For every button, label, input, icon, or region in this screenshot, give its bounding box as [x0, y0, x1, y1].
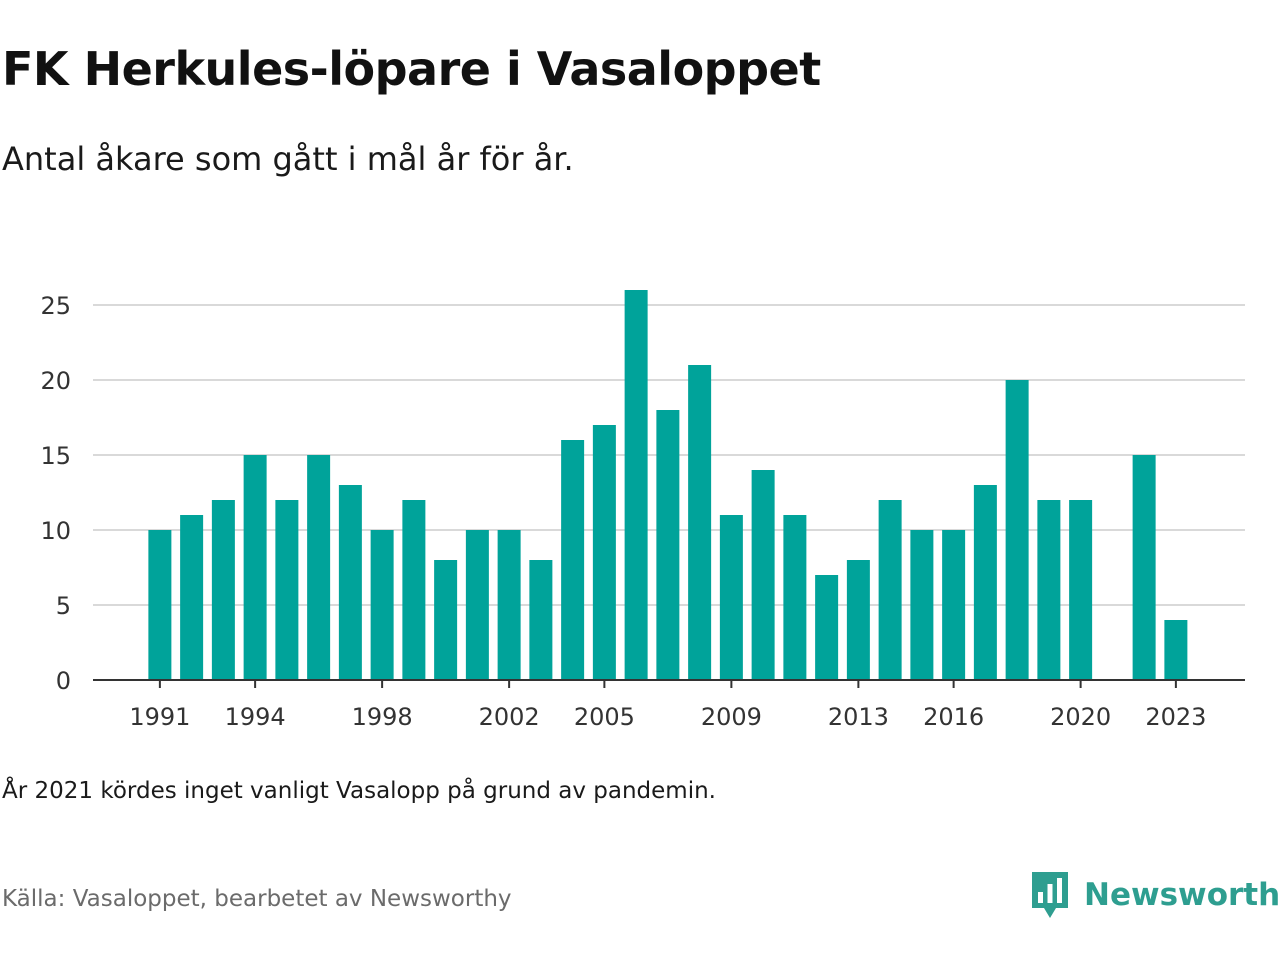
bar-2015	[910, 530, 934, 680]
bar-2020	[1069, 500, 1093, 680]
newsworthy-logo: Newsworthy	[1030, 870, 1280, 920]
x-tick-label: 2013	[828, 703, 889, 731]
bar-2014	[878, 500, 902, 680]
newsworthy-logo-icon	[1032, 872, 1068, 918]
bars	[148, 290, 1188, 680]
y-tick-label: 20	[40, 367, 71, 395]
x-tick-label: 2002	[479, 703, 540, 731]
x-tick-label: 2023	[1145, 703, 1206, 731]
y-tick-label: 10	[40, 517, 71, 545]
bar-2011	[783, 515, 807, 680]
bar-1995	[275, 500, 299, 680]
bar-1998	[370, 530, 394, 680]
bar-2003	[529, 560, 553, 680]
bar-2017	[973, 485, 997, 680]
bar-2004	[561, 440, 585, 680]
bar-1992	[180, 515, 204, 680]
bar-2005	[592, 425, 616, 680]
x-axis	[93, 679, 1245, 688]
bar-1996	[307, 455, 331, 680]
bar-2002	[497, 530, 521, 680]
x-tick-label: 2009	[701, 703, 762, 731]
chart-title: FK Herkules-löpare i Vasaloppet	[2, 42, 821, 96]
x-tick-label: 2020	[1050, 703, 1111, 731]
x-tick-label: 1998	[352, 703, 413, 731]
source-credit: Källa: Vasaloppet, bearbetet av Newswort…	[2, 886, 512, 912]
bar-2006	[624, 290, 648, 680]
bar-2008	[688, 365, 712, 680]
x-tick-label: 2016	[923, 703, 984, 731]
bar-2019	[1037, 500, 1061, 680]
bar-1993	[211, 500, 235, 680]
x-tick-label: 2005	[574, 703, 635, 731]
chart-subtitle: Antal åkare som gått i mål år för år.	[2, 140, 574, 178]
bar-2018	[1005, 380, 1029, 680]
x-tick-label: 1994	[225, 703, 286, 731]
bar-2012	[815, 575, 839, 680]
bar-1997	[338, 485, 362, 680]
brand-name: Newsworthy	[1084, 877, 1280, 913]
bar-2001	[465, 530, 489, 680]
bar-2013	[846, 560, 870, 680]
bar-2022	[1132, 455, 1156, 680]
bar-1994	[243, 455, 267, 680]
bar-2010	[751, 470, 775, 680]
bar-2023	[1164, 620, 1188, 680]
x-axis-tick-labels: 1991 1994 1998 2002 2005 2009 2013 2016 2020 2023	[129, 703, 1206, 731]
bar-2009	[719, 515, 743, 680]
bar-2016	[942, 530, 966, 680]
bar-1991	[148, 530, 172, 680]
bar-2000	[434, 560, 458, 680]
y-tick-label: 25	[40, 292, 71, 320]
y-tick-label: 15	[40, 442, 71, 470]
y-tick-label: 5	[56, 592, 71, 620]
footnote: År 2021 kördes inget vanligt Vasalopp på…	[2, 778, 716, 804]
bar-chart: 0 5 10 15 20 25 1991 1994 1998 2002 2005 2009 2013 2…	[40, 290, 1245, 731]
bar-2007	[656, 410, 680, 680]
bar-1999	[402, 500, 426, 680]
x-tick-label: 1991	[129, 703, 190, 731]
y-tick-label: 0	[56, 667, 71, 695]
y-axis-tick-labels: 0 5 10 15 20 25	[40, 292, 71, 695]
